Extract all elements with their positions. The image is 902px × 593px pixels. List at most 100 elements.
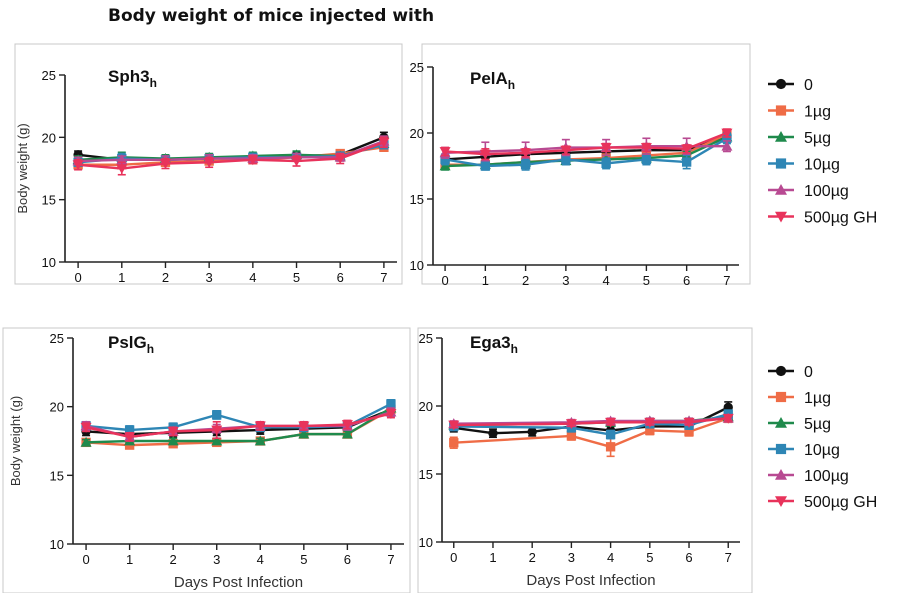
- legend-swatch-marker: [775, 391, 787, 403]
- series-5: [448, 413, 734, 431]
- legend-item: 5µg: [768, 130, 831, 147]
- x-tick-label: 3: [562, 273, 569, 288]
- data-point: [212, 410, 222, 420]
- x-tick-label: 5: [300, 552, 307, 567]
- x-tick-label: 4: [607, 550, 614, 565]
- data-point: [247, 155, 259, 166]
- series-line: [453, 406, 729, 435]
- series-5: [80, 408, 397, 443]
- x-tick-label: 2: [522, 273, 529, 288]
- data-point: [605, 429, 616, 440]
- series-line: [453, 413, 729, 436]
- x-tick-label: 6: [337, 270, 344, 285]
- data-point: [601, 158, 611, 169]
- legend: 0 1µg 5µg 10µg 100µg 500µg GH: [768, 77, 877, 227]
- data-point: [334, 154, 346, 165]
- x-tick-label: 6: [685, 550, 692, 565]
- legend-swatch-marker: [775, 184, 787, 195]
- legend-label: 10µg: [804, 442, 840, 459]
- data-point: [439, 147, 451, 157]
- legend-item: 5µg: [768, 416, 831, 433]
- legend-swatch-marker: [775, 131, 787, 142]
- y-tick-label: 25: [50, 331, 64, 346]
- x-tick-label: 2: [162, 270, 169, 285]
- data-point: [681, 157, 692, 167]
- legend-item: 10µg: [768, 157, 840, 174]
- data-point: [291, 156, 303, 167]
- series-line: [85, 408, 392, 436]
- legend-label: 500µg GH: [804, 494, 877, 511]
- series-line: [86, 407, 392, 444]
- x-tick-label: 0: [82, 552, 89, 567]
- data-point: [386, 399, 396, 409]
- y-tick-label: 10: [42, 255, 56, 270]
- data-point: [644, 417, 656, 428]
- panel-border: [421, 43, 751, 285]
- data-point: [159, 159, 171, 170]
- legend-swatch-marker: [775, 158, 787, 169]
- data-point: [605, 417, 617, 428]
- legend-label: 0: [804, 364, 813, 381]
- series-line: [85, 412, 392, 439]
- y-tick-label: 15: [419, 467, 433, 482]
- x-tick-label: 1: [126, 552, 133, 567]
- series-line: [453, 417, 729, 427]
- y-tick-label: 15: [50, 468, 64, 483]
- x-tick-label: 6: [683, 273, 690, 288]
- data-point: [211, 435, 223, 446]
- x-axis-label: Days Post Infection: [526, 572, 655, 589]
- data-point: [479, 149, 491, 160]
- legend-item: 10µg: [768, 442, 840, 459]
- data-point: [254, 435, 266, 446]
- data-point: [80, 436, 92, 447]
- data-point: [298, 428, 310, 439]
- data-point: [683, 417, 695, 428]
- legend-label: 100µg: [804, 183, 849, 200]
- y-tick-label: 20: [419, 399, 433, 414]
- legend-swatch-marker: [775, 78, 787, 90]
- series-line: [78, 141, 385, 170]
- panel-border: [2, 327, 411, 593]
- y-tick-label: 10: [410, 258, 424, 273]
- series-line: [444, 137, 728, 168]
- data-point: [488, 428, 498, 438]
- data-point: [203, 157, 215, 168]
- data-point: [561, 154, 571, 165]
- legend-label: 1µg: [804, 390, 831, 407]
- chart-title: Sph3h: [108, 67, 157, 90]
- y-tick-label: 10: [50, 537, 64, 552]
- series-line: [78, 139, 385, 163]
- data-point: [167, 426, 179, 437]
- data-point: [566, 431, 577, 441]
- legend-label: 0: [804, 77, 813, 94]
- y-tick-label: 15: [410, 192, 424, 207]
- data-point: [641, 154, 652, 165]
- x-tick-label: 5: [643, 273, 650, 288]
- y-tick-label: 15: [42, 193, 56, 208]
- x-tick-label: 7: [387, 552, 394, 567]
- data-point: [116, 164, 128, 174]
- legend-item: 0: [768, 364, 813, 381]
- x-tick-label: 7: [725, 550, 732, 565]
- chart-title-subscript: h: [511, 342, 518, 356]
- y-tick-label: 20: [50, 400, 64, 415]
- data-point: [385, 409, 397, 420]
- x-tick-label: 0: [450, 550, 457, 565]
- data-point: [124, 432, 136, 443]
- x-tick-label: 1: [482, 273, 489, 288]
- data-point: [341, 428, 353, 439]
- data-point: [520, 160, 531, 170]
- series-line: [445, 135, 728, 168]
- y-tick-label: 20: [42, 130, 56, 145]
- series-5: [72, 136, 390, 176]
- x-tick-label: 7: [380, 270, 387, 285]
- chart-title-subscript: h: [150, 76, 157, 90]
- data-point: [480, 161, 491, 171]
- data-point: [600, 143, 612, 154]
- data-point: [341, 420, 353, 431]
- data-point: [565, 419, 577, 430]
- series-5: [439, 128, 733, 161]
- legend-item: 1µg: [768, 390, 831, 407]
- legend-label: 10µg: [804, 157, 840, 174]
